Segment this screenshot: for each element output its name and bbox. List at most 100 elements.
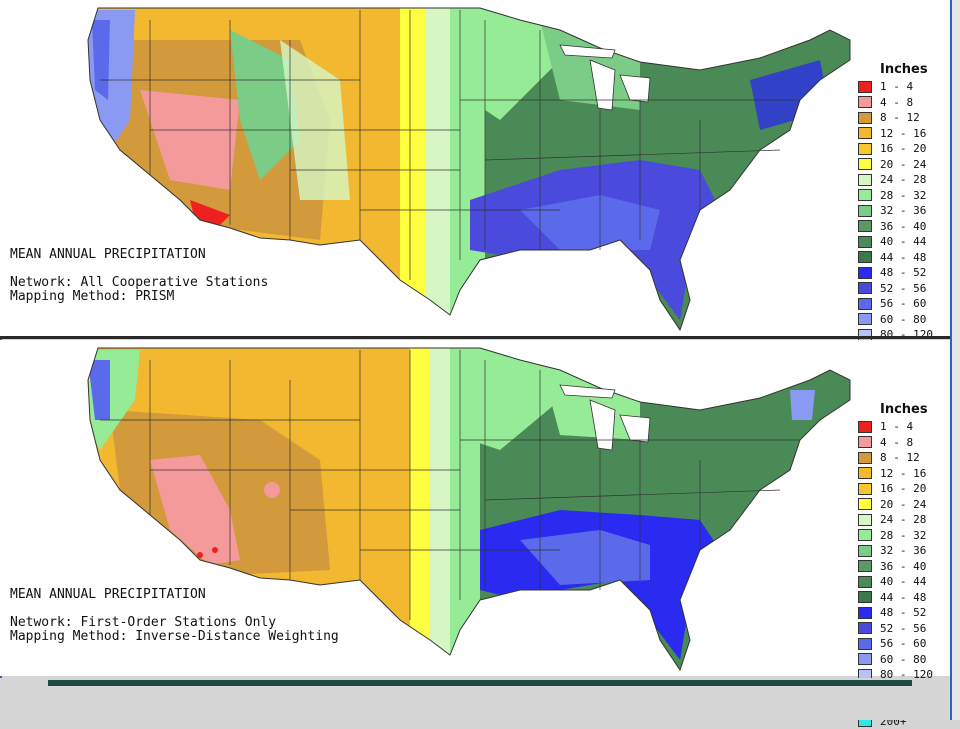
legend-title: Inches <box>880 62 948 77</box>
legend-label: 24 - 28 <box>880 173 926 186</box>
legend-swatch <box>858 96 872 108</box>
legend-label: 1 - 4 <box>880 80 913 93</box>
legend-swatch <box>858 653 872 665</box>
legend-item: 40 - 44 <box>858 234 948 250</box>
legend-label: 20 - 24 <box>880 158 926 171</box>
legend-item: 56 - 60 <box>858 636 948 652</box>
legend-swatch <box>858 560 872 572</box>
legend-swatch <box>858 452 872 464</box>
legend-label: 52 - 56 <box>880 622 926 635</box>
legend-swatch <box>858 529 872 541</box>
legend-swatch <box>858 313 872 325</box>
legend-label: 40 - 44 <box>880 235 926 248</box>
legend-label: 52 - 56 <box>880 282 926 295</box>
legend-item: 32 - 36 <box>858 203 948 219</box>
legend-label: 16 - 20 <box>880 142 926 155</box>
legend-label: 12 - 16 <box>880 127 926 140</box>
legend-item: 40 - 44 <box>858 574 948 590</box>
legend-label: 4 - 8 <box>880 436 913 449</box>
legend-item: 52 - 56 <box>858 281 948 297</box>
legend-item: 28 - 32 <box>858 188 948 204</box>
legend-swatch <box>858 514 872 526</box>
legend-swatch <box>858 622 872 634</box>
legend-item: 12 - 16 <box>858 466 948 482</box>
legend-label: 48 - 52 <box>880 266 926 279</box>
legend-item: 28 - 32 <box>858 528 948 544</box>
legend-swatch <box>858 576 872 588</box>
legend-label: 44 - 48 <box>880 591 926 604</box>
panel-divider <box>0 336 960 339</box>
legend-item: 4 - 8 <box>858 435 948 451</box>
legend-label: 28 - 32 <box>880 529 926 542</box>
legend-label: 20 - 24 <box>880 498 926 511</box>
legend-item: 36 - 40 <box>858 559 948 575</box>
legend-item: 12 - 16 <box>858 126 948 142</box>
legend-swatch <box>858 267 872 279</box>
legend-swatch <box>858 436 872 448</box>
legend-item: 32 - 36 <box>858 543 948 559</box>
network-label: Network: First-Order Stations Only <box>10 616 276 630</box>
legend-swatch <box>858 591 872 603</box>
legend-item: 36 - 40 <box>858 219 948 235</box>
legend-swatch <box>858 220 872 232</box>
legend-label: 16 - 20 <box>880 482 926 495</box>
map-title: MEAN ANNUAL PRECIPITATION <box>10 248 206 262</box>
prism-map-panel: MEAN ANNUAL PRECIPITATION Network: All C… <box>0 0 960 336</box>
legend-item: 16 - 20 <box>858 141 948 157</box>
legend-item: 1 - 4 <box>858 79 948 95</box>
legend-swatch <box>858 236 872 248</box>
map-title: MEAN ANNUAL PRECIPITATION <box>10 588 206 602</box>
legend-label: 56 - 60 <box>880 637 926 650</box>
legend-swatch <box>858 81 872 93</box>
footer-bar <box>48 680 912 686</box>
legend-swatch <box>858 282 872 294</box>
legend-swatch <box>858 158 872 170</box>
legend-label: 8 - 12 <box>880 111 920 124</box>
legend-item: 4 - 8 <box>858 95 948 111</box>
legend-item: 60 - 80 <box>858 652 948 668</box>
legend-label: 32 - 36 <box>880 544 926 557</box>
legend-item: 60 - 80 <box>858 312 948 328</box>
legend-label: 1 - 4 <box>880 420 913 433</box>
legend-swatch <box>858 467 872 479</box>
legend-label: 56 - 60 <box>880 297 926 310</box>
legend-swatch <box>858 205 872 217</box>
legend-item: 24 - 28 <box>858 512 948 528</box>
legend-label: 40 - 44 <box>880 575 926 588</box>
legend-label: 24 - 28 <box>880 513 926 526</box>
legend-item: 48 - 52 <box>858 605 948 621</box>
legend-swatch <box>858 143 872 155</box>
legend-label: 44 - 48 <box>880 251 926 264</box>
legend-swatch <box>858 189 872 201</box>
legend-item: 20 - 24 <box>858 157 948 173</box>
legend-label: 4 - 8 <box>880 96 913 109</box>
legend-label: 36 - 40 <box>880 560 926 573</box>
legend-item: 44 - 48 <box>858 250 948 266</box>
legend-label: 60 - 80 <box>880 313 926 326</box>
network-label: Network: All Cooperative Stations <box>10 276 268 290</box>
legend-label: 48 - 52 <box>880 606 926 619</box>
legend-swatch <box>858 607 872 619</box>
legend-item: 1 - 4 <box>858 419 948 435</box>
legend-label: 8 - 12 <box>880 451 920 464</box>
legend-item: 8 - 12 <box>858 110 948 126</box>
legend-swatch <box>858 112 872 124</box>
legend-swatch <box>858 127 872 139</box>
legend-label: 32 - 36 <box>880 204 926 217</box>
legend-swatch <box>858 251 872 263</box>
legend-item: 52 - 56 <box>858 621 948 637</box>
legend-item: 16 - 20 <box>858 481 948 497</box>
legend-item: 8 - 12 <box>858 450 948 466</box>
legend-swatch <box>858 498 872 510</box>
legend-swatch <box>858 174 872 186</box>
idw-map-panel: MEAN ANNUAL PRECIPITATION Network: First… <box>0 340 960 676</box>
legend-title: Inches <box>880 402 948 417</box>
legend-item: 44 - 48 <box>858 590 948 606</box>
mapping-method-label: Mapping Method: Inverse-Distance Weighti… <box>10 630 339 644</box>
legend-label: 60 - 80 <box>880 653 926 666</box>
legend-item: 48 - 52 <box>858 265 948 281</box>
mapping-method-label: Mapping Method: PRISM <box>10 290 174 304</box>
legend-label: 36 - 40 <box>880 220 926 233</box>
legend-label: 12 - 16 <box>880 467 926 480</box>
legend-item: 56 - 60 <box>858 296 948 312</box>
